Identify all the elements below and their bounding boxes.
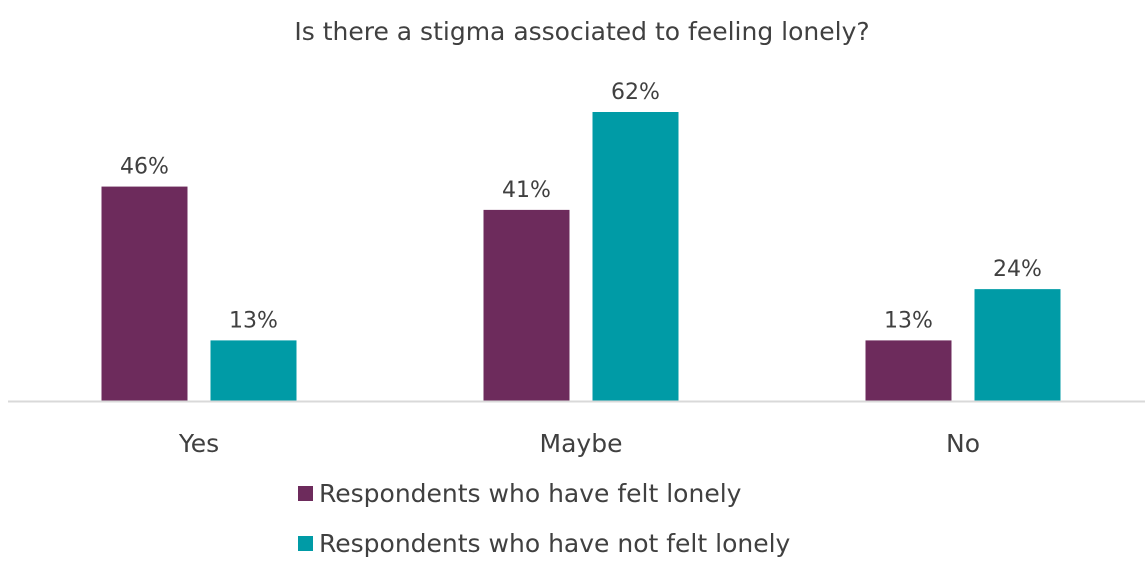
chart-title: Is there a stigma associated to feeling … — [294, 17, 869, 46]
data-label-yes-series-0: 46% — [120, 155, 169, 180]
bar-yes-series-1 — [210, 340, 297, 401]
data-label-yes-series-1: 13% — [229, 308, 278, 333]
legend-label-not-felt-lonely: Respondents who have not felt lonely — [319, 528, 791, 558]
x-tick-label-maybe: Maybe — [540, 429, 623, 458]
legend-swatch-felt-lonely — [298, 485, 313, 501]
data-label-no-series-1: 24% — [993, 257, 1042, 282]
legend-label-felt-lonely: Respondents who have felt lonely — [319, 478, 742, 508]
bar-yes-series-0 — [101, 186, 188, 401]
x-tick-label-no: No — [946, 429, 980, 458]
x-tick-label-yes: Yes — [178, 429, 219, 458]
chart: Is there a stigma associated to feeling … — [8, 17, 1145, 458]
data-label-maybe-series-1: 62% — [611, 80, 660, 105]
bars-group: 46% 13% 41% 62% 13% 24% — [101, 80, 1061, 401]
bar-maybe-series-0 — [483, 209, 570, 401]
legend-item-not-felt-lonely: Respondents who have not felt lonely — [298, 528, 790, 558]
x-tick-labels: Yes Maybe No — [178, 429, 980, 458]
data-label-no-series-0: 13% — [884, 308, 933, 333]
legend: Respondents who have felt lonely Respond… — [298, 478, 790, 578]
data-label-maybe-series-0: 41% — [502, 178, 551, 203]
legend-item-felt-lonely: Respondents who have felt lonely — [298, 478, 790, 508]
bar-no-series-1 — [974, 289, 1061, 401]
bar-maybe-series-1 — [592, 112, 679, 401]
bar-no-series-0 — [865, 340, 952, 401]
legend-swatch-not-felt-lonely — [298, 535, 313, 551]
